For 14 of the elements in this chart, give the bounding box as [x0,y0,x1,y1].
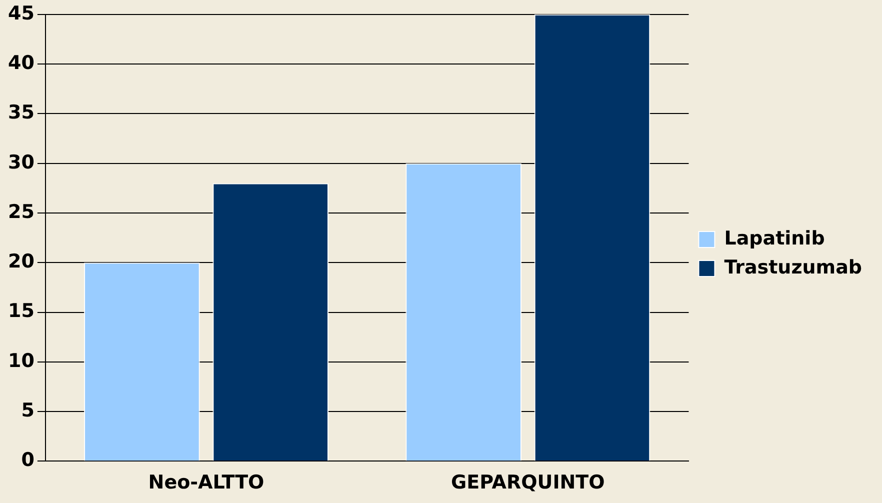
y-tick-label: 40 [8,52,34,74]
legend-label: Trastuzumab [724,256,862,278]
y-tick-label: 45 [8,2,34,24]
y-tick-label: 5 [21,399,34,422]
x-tick-label: Neo-ALTTO [148,472,264,494]
y-tick-label: 25 [8,200,34,223]
y-tick-label: 20 [8,250,34,273]
y-tick-label: 15 [8,300,34,322]
y-tick-label: 30 [8,151,34,174]
y-tick-label: 0 [21,449,34,472]
y-tick-label: 35 [8,102,34,124]
y-tick-label: 10 [8,350,34,372]
legend-label: Lapatinib [724,227,825,250]
x-tick-label: GEPARQUINTO [451,472,605,494]
